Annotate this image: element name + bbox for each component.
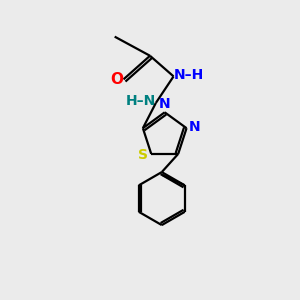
Text: O: O <box>110 72 124 87</box>
Text: N: N <box>189 120 201 134</box>
Text: H–N: H–N <box>125 94 156 108</box>
Text: N–H: N–H <box>174 68 204 82</box>
Text: N: N <box>158 97 170 111</box>
Text: S: S <box>138 148 148 162</box>
